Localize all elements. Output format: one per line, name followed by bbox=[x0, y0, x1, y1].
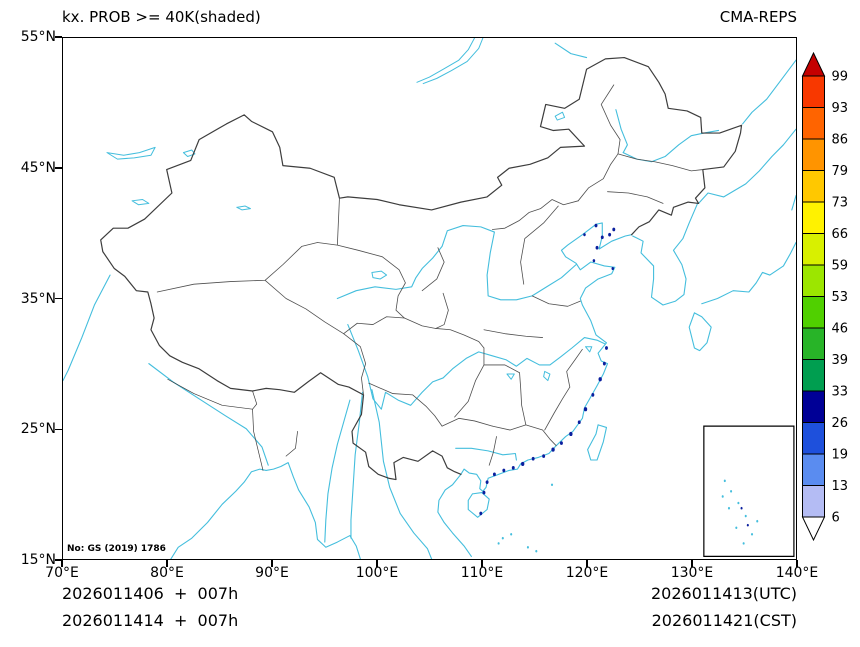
colorbar-segment bbox=[802, 485, 825, 518]
coastline-layer bbox=[63, 38, 796, 559]
colorbar-label: 13 bbox=[832, 479, 849, 494]
x-axis-label: 80°E bbox=[150, 565, 184, 581]
colorbar-label: 79 bbox=[832, 164, 849, 179]
x-axis-label: 100°E bbox=[355, 565, 399, 581]
colorbar-label: 93 bbox=[832, 101, 849, 116]
colorbar-label: 66 bbox=[832, 227, 849, 242]
colorbar-label: 59 bbox=[832, 259, 849, 274]
x-axis-tick bbox=[586, 560, 588, 567]
colorbar-arrow-top bbox=[801, 52, 826, 77]
x-axis-tick bbox=[166, 560, 168, 567]
colorbar-segment bbox=[802, 201, 825, 234]
x-axis-tick bbox=[691, 560, 693, 567]
border-layer bbox=[101, 58, 742, 480]
y-axis-tick bbox=[55, 559, 62, 561]
colorbar-segment bbox=[802, 170, 825, 203]
y-axis-tick bbox=[55, 167, 62, 169]
colorbar-label: 19 bbox=[832, 448, 849, 463]
south-china-sea-inset bbox=[704, 426, 794, 556]
colorbar-segment bbox=[802, 422, 825, 455]
island-specks bbox=[497, 483, 554, 553]
x-axis-tick bbox=[61, 560, 63, 567]
province-layer bbox=[157, 85, 703, 465]
china-map bbox=[63, 38, 796, 559]
y-axis-label: 25°N bbox=[20, 421, 56, 438]
y-axis-label: 55°N bbox=[20, 29, 56, 45]
y-axis-tick bbox=[55, 428, 62, 430]
x-axis-tick bbox=[376, 560, 378, 567]
x-axis-label: 130°E bbox=[670, 565, 714, 581]
colorbar-label: 39 bbox=[832, 353, 849, 368]
init-lead-utc: 2026011406 + 007h bbox=[62, 584, 239, 603]
y-axis-tick bbox=[55, 297, 62, 300]
colorbar-segment bbox=[802, 75, 825, 108]
model-name-label: CMA-REPS bbox=[719, 8, 797, 26]
valid-time-utc: 2026011413(UTC) bbox=[651, 584, 797, 603]
y-axis-label: 45°N bbox=[20, 159, 56, 176]
y-axis-tick bbox=[55, 36, 62, 38]
colorbar: 99 93 86 79 73 66 59 53 46 39 33 26 19 13 6 bbox=[801, 52, 849, 542]
colorbar-segment bbox=[802, 107, 825, 140]
colorbar-label: 53 bbox=[832, 290, 849, 305]
x-axis-label: 70°E bbox=[45, 565, 79, 581]
x-axis-label: 110°E bbox=[460, 565, 504, 581]
init-lead-cst: 2026011414 + 007h bbox=[62, 611, 239, 630]
valid-time-cst: 2026011421(CST) bbox=[651, 611, 797, 630]
chart-title: kx. PROB >= 40K(shaded) bbox=[62, 8, 261, 26]
colorbar-segment bbox=[802, 327, 825, 360]
y-axis-label: 35°N bbox=[20, 290, 56, 307]
x-axis-label: 120°E bbox=[565, 565, 609, 581]
x-axis-label: 90°E bbox=[255, 565, 289, 581]
colorbar-segment bbox=[802, 390, 825, 423]
colorbar-label: 86 bbox=[832, 133, 849, 148]
colorbar-label: 33 bbox=[832, 385, 849, 400]
x-axis-tick bbox=[271, 560, 273, 567]
colorbar-label: 46 bbox=[832, 322, 849, 337]
x-axis-label: 140°E bbox=[775, 565, 819, 581]
shading-dots-layer bbox=[479, 223, 616, 516]
colorbar-segment bbox=[802, 233, 825, 266]
colorbar-segment bbox=[802, 359, 825, 392]
x-axis-tick bbox=[796, 560, 798, 567]
colorbar-label: 6 bbox=[832, 511, 840, 526]
colorbar-arrow-bottom bbox=[801, 516, 826, 542]
colorbar-segment bbox=[802, 453, 825, 486]
map-license-notice: No: GS (2019) 1786 bbox=[67, 544, 166, 554]
colorbar-segment bbox=[802, 138, 825, 171]
x-axis-tick bbox=[481, 560, 483, 567]
colorbar-label: 73 bbox=[832, 196, 849, 211]
colorbar-label: 26 bbox=[832, 416, 849, 431]
colorbar-segment bbox=[802, 296, 825, 329]
map-plot-area: No: GS (2019) 1786 bbox=[62, 37, 797, 560]
colorbar-segment bbox=[802, 264, 825, 297]
y-axis-label: 15°N bbox=[20, 552, 56, 568]
colorbar-label: 99 bbox=[832, 70, 849, 85]
